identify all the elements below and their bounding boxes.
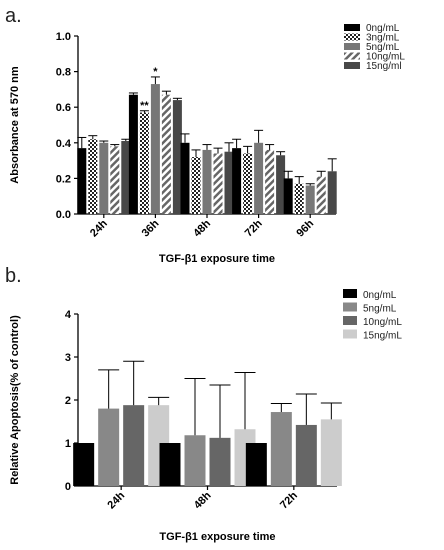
bar	[224, 151, 234, 214]
bar	[254, 142, 264, 214]
y-tick-label: 1.0	[56, 31, 71, 43]
x-tick-label: 48h	[191, 217, 213, 239]
x-tick-label: 24h	[88, 217, 110, 239]
bar	[276, 155, 286, 214]
bar	[128, 94, 138, 214]
y-tick-label: 0.4	[56, 138, 72, 150]
legend-label: 15ng/mL	[363, 331, 402, 342]
bar	[121, 141, 131, 214]
legend-swatch	[344, 24, 360, 31]
x-tick-label: 96h	[294, 217, 316, 239]
y-tick-label: 0	[65, 481, 71, 493]
y-tick-label: 1	[65, 438, 71, 450]
legend-swatch	[343, 329, 357, 339]
x-tick-label: 72h	[243, 217, 265, 239]
x-axis-title: TGF-β1 exposure time	[159, 531, 275, 543]
bar	[99, 142, 109, 214]
bar	[270, 412, 292, 486]
bar	[316, 176, 326, 214]
legend-label: 0ng/mL	[363, 290, 397, 301]
bar	[320, 419, 342, 486]
legend-label: 10ng/mL	[366, 52, 405, 63]
bar	[88, 139, 98, 214]
y-tick-label: 0.0	[56, 209, 71, 221]
legend-label: 5ng/mL	[363, 304, 397, 315]
y-axis-title: Absorbance at 570 nm	[9, 66, 21, 184]
legend-swatch	[344, 62, 360, 69]
panel-letter-a: a.	[5, 5, 22, 27]
significance-marker: **	[140, 100, 149, 112]
legend-swatch	[344, 43, 360, 50]
bar	[161, 94, 171, 214]
bar	[209, 437, 231, 486]
legend-label: 0ng/mL	[366, 23, 400, 34]
legend-swatch	[344, 33, 360, 41]
y-tick-label: 0.8	[56, 67, 71, 79]
legend-label: 15ng/ml	[366, 61, 402, 72]
bar	[150, 84, 160, 214]
x-axis-title: TGF-β1 exposure time	[159, 253, 275, 265]
y-tick-label: 3	[65, 352, 71, 364]
bar	[110, 146, 120, 214]
x-tick-label: 72h	[278, 489, 300, 511]
bar	[184, 435, 206, 486]
bar	[305, 185, 315, 214]
legend-swatch	[343, 316, 357, 325]
bar	[139, 112, 149, 214]
bar	[265, 149, 275, 214]
bar	[98, 408, 120, 486]
bar	[202, 149, 212, 214]
legend-label: 5ng/mL	[366, 42, 400, 53]
bar	[294, 183, 304, 214]
legend-swatch	[343, 289, 357, 298]
bar	[159, 443, 181, 486]
y-tick-label: 0.2	[56, 173, 71, 185]
y-tick-label: 0.6	[56, 102, 71, 114]
bar	[77, 148, 87, 214]
legend-swatch	[344, 52, 360, 60]
bar	[123, 405, 145, 486]
x-tick-label: 24h	[105, 489, 127, 511]
legend-swatch	[343, 302, 357, 312]
bar	[295, 424, 317, 486]
bar	[180, 142, 190, 214]
panel-letter-b: b.	[5, 265, 22, 287]
bar	[327, 171, 337, 214]
bar	[232, 148, 242, 214]
legend-label: 3ng/mL	[366, 33, 400, 44]
bar	[213, 153, 223, 214]
y-axis-title: Relative Apoptosis(% of control)	[9, 315, 21, 485]
bar	[172, 100, 182, 214]
x-tick-label: 48h	[192, 489, 214, 511]
bar	[283, 178, 293, 214]
bar	[245, 443, 267, 486]
x-tick-label: 36h	[140, 217, 162, 239]
y-tick-label: 2	[65, 395, 71, 407]
bar	[73, 443, 95, 486]
bar	[243, 153, 253, 214]
y-tick-label: 4	[65, 309, 72, 321]
significance-marker: *	[153, 66, 158, 78]
chart-panel-b: b. 0 1 2 3 4 24h 48h 72h Relative Apoptosis(% of…	[5, 265, 402, 543]
bar	[191, 157, 201, 214]
legend-label: 10ng/mL	[363, 317, 402, 328]
